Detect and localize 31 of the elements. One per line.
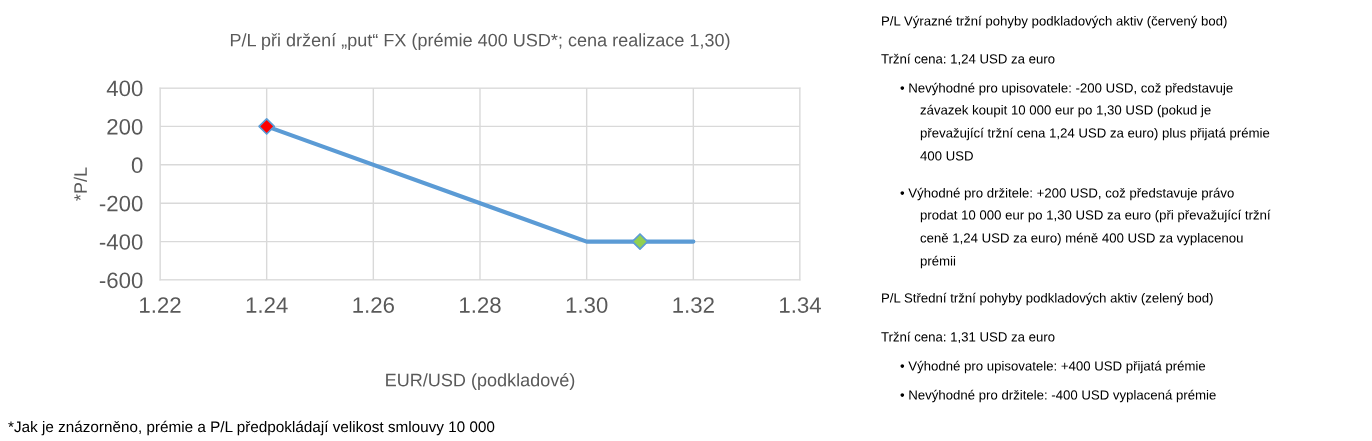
text: prodat 10 000 eur po 1,30 USD za euro (při převažující tržní	[920, 209, 1271, 223]
y-tick-label: -200	[99, 195, 143, 212]
text: • Nevýhodné pro upisovatele: -200 USD, což představuje	[900, 82, 1233, 96]
x-tick-label: 1.34	[780, 297, 821, 313]
text: P/L Výrazné tržní pohyby podkladových aktiv (červený bod)	[882, 15, 1227, 29]
y-tick-label: 0	[131, 157, 143, 174]
x-tick-label: 1.28	[460, 297, 501, 313]
x-tick-label: 1.30	[566, 297, 608, 313]
y-tick-label: 400	[106, 80, 143, 97]
text: závazek koupit 10 000 eur po 1,30 USD (pokud je	[920, 104, 1211, 118]
y-tick-label: -600	[99, 272, 143, 289]
x-axis-title: EUR/USD (podkladové)	[386, 372, 575, 390]
text: • Výhodné pro držitele: +200 USD, což představuje právo	[900, 187, 1234, 201]
text: 400 USD	[920, 151, 973, 161]
text: Tržní cena: 1,31 USD za euro	[881, 331, 1055, 344]
text: • Nevýhodné pro držitele: -400 USD vyplacená prémie	[900, 389, 1216, 403]
text: *Jak je znázorněno, prémie a P/L předpokládají velikost smlouvy 10 000	[8, 420, 495, 436]
x-tick-label: 1.26	[353, 297, 394, 313]
text: prémii	[920, 255, 956, 269]
y-axis-title: *P/L	[73, 167, 87, 201]
text: P/L Střední tržní pohyby podkladových aktiv (zelený bod)	[882, 292, 1213, 306]
x-tick-label: 1.22	[140, 297, 181, 313]
text: převažující tržní cena 1,24 USD za euro) plus přijatá prémie	[920, 127, 1270, 141]
text: Tržní cena: 1,24 USD za euro	[881, 53, 1055, 66]
y-tick-label: -400	[99, 234, 143, 250]
chart-title: P/L při držení „put“ FX (prémie 400 USD*; cena realizace 1,30)	[230, 33, 730, 51]
x-tick-label: 1.32	[673, 297, 714, 313]
x-tick-label: 1.24	[246, 297, 288, 313]
y-tick-label: 200	[107, 118, 143, 135]
text: • Výhodné pro upisovatele: +400 USD přijatá prémie	[900, 360, 1206, 374]
text: ceně 1,24 USD za euro) méně 400 USD za vyplacenou	[920, 232, 1243, 246]
